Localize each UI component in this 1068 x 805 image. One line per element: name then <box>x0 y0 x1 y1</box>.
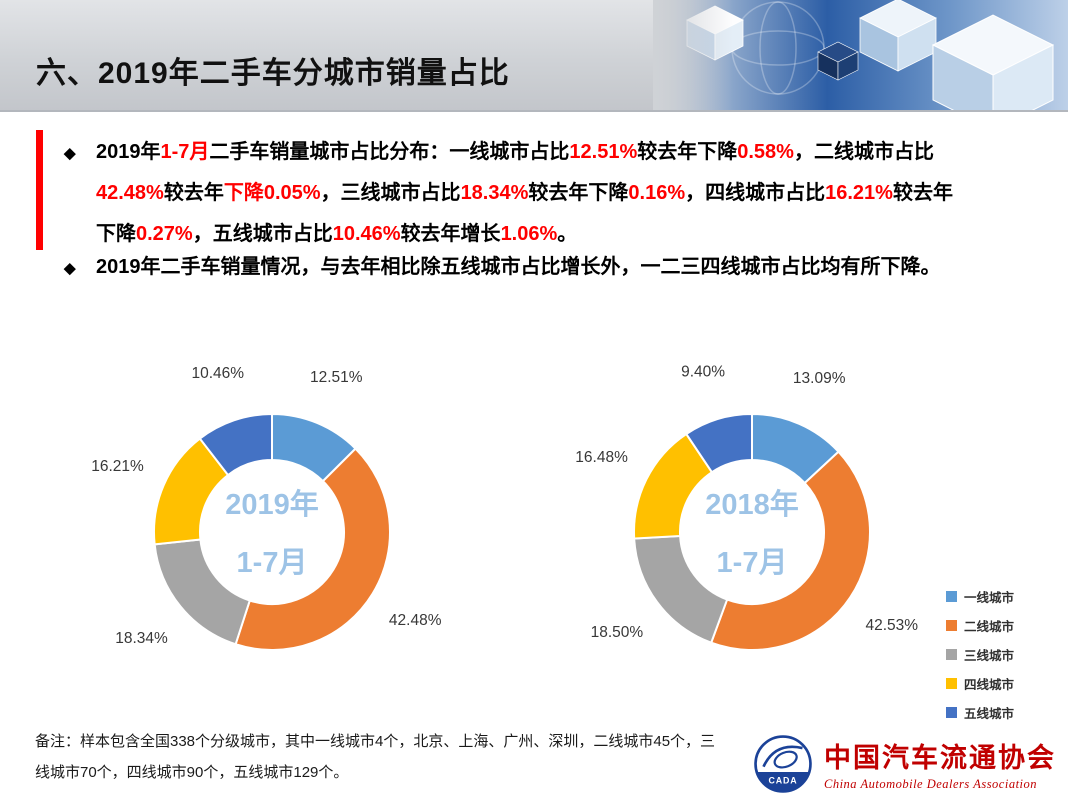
slice-label: 12.51% <box>310 369 363 386</box>
donut-center-label: 1-7月 <box>717 547 788 579</box>
donut-chart-2018: 13.09% 42.53% 18.50% 16.48% 9.40% 2018年 1-7月 <box>575 363 919 651</box>
logo-text: 中国汽车流通协会 China Automobile Dealers Associ… <box>824 736 1056 792</box>
legend-swatch <box>946 678 957 689</box>
emblem-bottom-band <box>756 771 810 792</box>
highlighted-text-segment: 0.16% <box>628 182 686 204</box>
text-segment: 。 <box>557 223 578 245</box>
donut-slice-三线城市 <box>153 538 252 646</box>
donut-center-label: 2018年 <box>705 487 799 521</box>
text-segment: 较去年 <box>163 182 224 204</box>
slice-label: 42.53% <box>866 617 919 634</box>
highlighted-text-segment: 下降0.05% <box>223 182 321 204</box>
text-segment: 2019年二手车销量情况，与去年相比除五线城市占比增长外，一二三四线城市占比均有… <box>96 256 941 278</box>
legend-swatch <box>946 620 957 631</box>
slice-label: 9.40% <box>681 363 725 380</box>
text-segment: ，五线城市占比 <box>192 223 333 245</box>
emblem-orbit <box>773 750 798 769</box>
emblem-swoosh <box>762 745 803 768</box>
donut-slice-二线城市 <box>234 447 391 651</box>
chart-legend: 一线城市二线城市三线城市四线城市五线城市 <box>946 582 1014 727</box>
highlighted-text-segment: 0.27% <box>136 223 193 245</box>
highlighted-text-segment: 42.48% <box>96 182 164 204</box>
cada-emblem-icon: CADA <box>754 735 812 793</box>
text-segment: 较去年下降 <box>96 182 953 245</box>
donut-chart-2019: 12.51% 42.48% 18.34% 16.21% 10.46% 2019年 1-7月 <box>91 365 442 651</box>
legend-label: 一线城市 <box>964 591 1015 605</box>
text-segment: ，四线城市占比 <box>685 182 826 204</box>
text-segment: 二手车销量城市占比分布：一线城市占比 <box>209 141 570 163</box>
cube-medium <box>859 0 937 72</box>
slice-label: 18.50% <box>591 624 644 641</box>
donut-slice-二线城市 <box>709 450 871 651</box>
text-segment: 2019年 <box>96 141 161 163</box>
highlighted-text-segment: 1-7月 <box>160 141 210 163</box>
highlighted-text-segment: 16.21% <box>825 182 893 204</box>
slice-label: 13.09% <box>793 370 846 387</box>
legend-item: 五线城市 <box>946 698 1014 727</box>
legend-item: 一线城市 <box>946 582 1014 611</box>
legend-item: 四线城市 <box>946 669 1014 698</box>
logo-name-cn: 中国汽车流通协会 <box>824 743 1056 773</box>
page-title: 六、2019年二手车分城市销量占比 <box>36 57 510 90</box>
donut-center-label: 2019年 <box>225 487 319 521</box>
text-segment: 较去年下降 <box>637 141 738 163</box>
highlighted-text-segment: 12.51% <box>569 141 638 163</box>
emblem-acronym-text: CADA <box>768 775 797 785</box>
bullet-diamond-icon: ◆ <box>64 145 76 162</box>
text-segment: ，三线城市占比 <box>320 182 461 204</box>
legend-swatch <box>946 591 957 602</box>
donut-slice-五线城市 <box>684 412 753 474</box>
legend-label: 四线城市 <box>964 678 1015 692</box>
legend-label: 五线城市 <box>964 707 1015 721</box>
cube-large <box>931 14 1055 110</box>
cube-dark-small <box>817 41 859 81</box>
text-segment: 较去年增长 <box>400 223 501 245</box>
legend-label: 二线城市 <box>964 620 1015 634</box>
slice-label: 18.34% <box>115 630 168 647</box>
highlighted-text-segment: 1.06% <box>500 223 558 245</box>
legend-swatch <box>946 707 957 718</box>
slice-label: 16.21% <box>91 458 144 475</box>
bullet: ◆ 2019年1-7月二手车销量城市占比分布：一线城市占比12.51%较去年下降0… <box>62 132 962 255</box>
text-segment: 较去年下降 <box>528 182 629 204</box>
donut-center-label: 1-7月 <box>237 547 308 579</box>
highlighted-text-segment: 18.34% <box>460 182 529 204</box>
legend-swatch <box>946 649 957 660</box>
legend-item: 二线城市 <box>946 611 1014 640</box>
donut-slice-五线城市 <box>198 412 273 477</box>
red-accent-bar <box>36 130 43 250</box>
slice-label: 42.48% <box>389 612 442 629</box>
bullet-diamond-icon: ◆ <box>64 260 76 277</box>
slice-label: 10.46% <box>192 365 245 382</box>
logo-name-en: China Automobile Dealers Association <box>824 777 1038 791</box>
cada-logo: CADA 中国汽车流通协会 China Automobile Dealers A… <box>752 733 1056 795</box>
text-segment: ，二线城市占比 <box>793 141 934 163</box>
header-art-left-fade <box>653 0 733 110</box>
highlighted-text-segment: 10.46% <box>332 223 401 245</box>
legend-label: 三线城市 <box>964 649 1015 663</box>
donut-slice-三线城市 <box>633 534 729 645</box>
legend-item: 三线城市 <box>946 640 1014 669</box>
bullet-list: ◆ 2019年1-7月二手车销量城市占比分布：一线城市占比12.51%较去年下降0… <box>62 132 962 288</box>
highlighted-text-segment: 0.58% <box>737 141 794 163</box>
header-cubes-graphic <box>653 0 1068 110</box>
slide-header: 六、2019年二手车分城市销量占比 <box>0 0 1068 112</box>
bullet: ◆ 2019年二手车销量情况，与去年相比除五线城市占比增长外，一二三四线城市占比均… <box>62 247 962 288</box>
slice-label: 16.48% <box>575 449 628 466</box>
footnote: 备注：样本包含全国338个分级城市，其中一线城市4个，北京、上海、广州、深圳，二… <box>35 733 716 781</box>
